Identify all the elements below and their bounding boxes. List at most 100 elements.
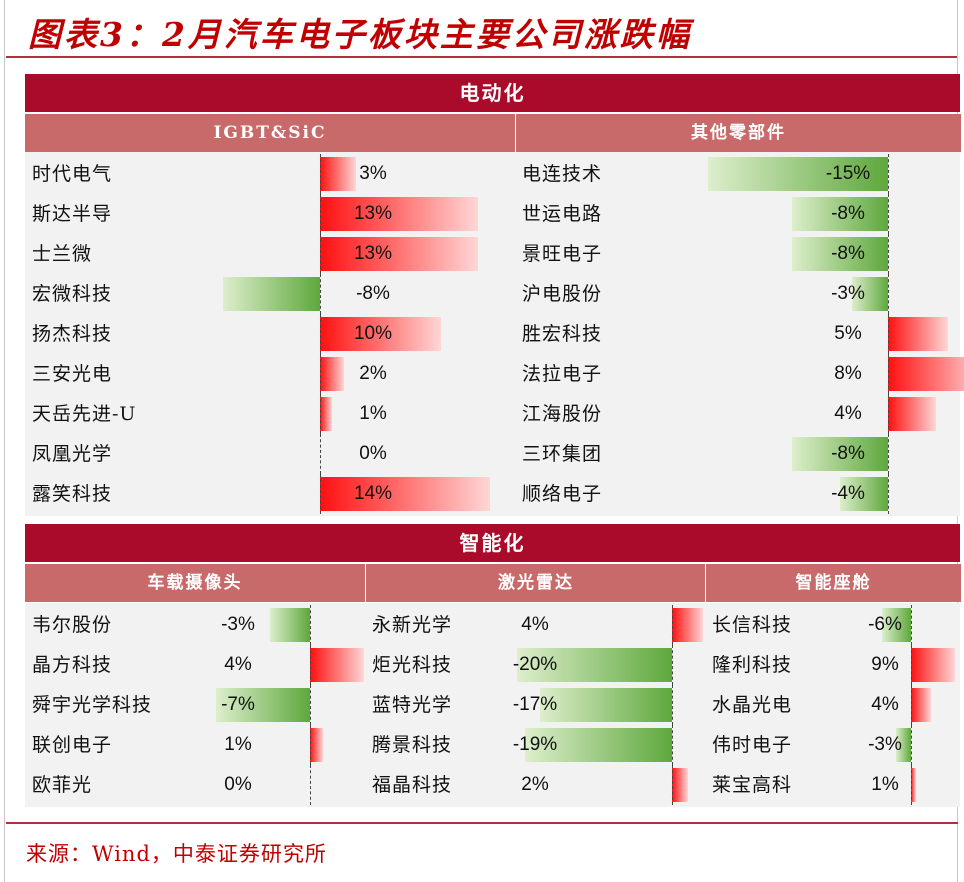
company-name: 胜宏科技 [522, 323, 603, 345]
title-rule [6, 56, 958, 58]
table-row: 晶方科技 4% [25, 645, 365, 685]
company-name: 水晶光电 [712, 694, 793, 716]
axis-line [320, 154, 321, 194]
company-name: 隆利科技 [712, 654, 793, 676]
bar-景旺电子 [792, 237, 888, 271]
axis-line [672, 685, 673, 725]
table-row: 顺络电子 -4% [515, 474, 960, 514]
table-row: 长信科技 -6% [705, 605, 960, 645]
bar-长信科技 [881, 608, 911, 642]
value-label: 1% [224, 734, 252, 755]
table-row: 莱宝高科 1% [705, 765, 960, 805]
section-header-2: 智能化 [25, 524, 960, 562]
subheader-1: IGBT&SiC [25, 114, 515, 152]
table-row: 世运电路 -8% [515, 194, 960, 234]
table-row: 扬杰科技 10% [25, 314, 515, 354]
value-label: 10% [353, 323, 393, 344]
company-name: 永新光学 [372, 614, 453, 636]
bar-顺络电子 [840, 477, 888, 511]
bar-莱宝高科 [911, 768, 916, 802]
company-name: 三安光电 [32, 363, 113, 385]
company-name: 士兰微 [32, 243, 93, 265]
company-name: 露笑科技 [32, 483, 113, 505]
value-label: -4% [831, 483, 865, 504]
table-row: 联创电子 1% [25, 725, 365, 765]
company-name: 长信科技 [712, 614, 793, 636]
axis-line [310, 645, 311, 685]
axis-line [320, 314, 321, 354]
value-label: 0% [359, 443, 387, 464]
table-row: 福晶科技 2% [365, 765, 705, 805]
table-row: 露笑科技 14% [25, 474, 515, 514]
axis-line [888, 194, 889, 234]
value-label: 2% [521, 774, 549, 795]
value-label: 3% [359, 163, 387, 184]
axis-line [888, 154, 889, 194]
axis-line [320, 234, 321, 274]
value-label: 4% [871, 694, 899, 715]
company-name: 晶方科技 [32, 654, 113, 676]
axis-line [320, 394, 321, 434]
axis-line [888, 354, 889, 394]
axis-line [672, 765, 673, 805]
table-row: 天岳先进-U 1% [25, 394, 515, 434]
value-label: -6% [868, 614, 902, 635]
bar-沪电股份 [852, 277, 888, 311]
bar-天岳先进-U [320, 397, 333, 431]
table-row: 韦尔股份 -3% [25, 605, 365, 645]
table-row: 腾景科技 -19% [365, 725, 705, 765]
company-name: 沪电股份 [522, 283, 603, 305]
table-row: 永新光学 4% [365, 605, 705, 645]
value-label: 8% [834, 363, 862, 384]
value-label: 5% [834, 323, 862, 344]
company-name: 法拉电子 [522, 363, 603, 385]
bar-时代电气 [320, 157, 357, 191]
bar-士兰微 [320, 237, 478, 271]
bar-斯达半导 [320, 197, 478, 231]
table-row: 三环集团 -8% [515, 434, 960, 474]
value-label: 0% [224, 774, 252, 795]
left-page-border [4, 0, 5, 882]
subheader-3: 车载摄像头 [25, 564, 365, 602]
bar-隆利科技 [911, 648, 955, 682]
bar-电连技术 [708, 157, 888, 191]
bar-蓝特光学 [540, 688, 672, 722]
bar-胜宏科技 [888, 317, 948, 351]
axis-line [310, 765, 311, 805]
axis-line [310, 725, 311, 765]
axis-line [911, 645, 912, 685]
company-name: 天岳先进-U [32, 403, 137, 425]
value-label: 13% [353, 203, 393, 224]
table-row: 舜宇光学科技 -7% [25, 685, 365, 725]
bar-炬光科技 [517, 648, 672, 682]
subheader-4: 激光雷达 [365, 564, 706, 602]
value-label: -19% [512, 734, 558, 755]
bar-法拉电子 [888, 357, 964, 391]
figure-title: 图表3：2月汽车电子板块主要公司涨跌幅 [28, 15, 692, 54]
bar-扬杰科技 [320, 317, 442, 351]
bar-伟时电子 [896, 728, 911, 762]
table-row: 士兰微 13% [25, 234, 515, 274]
axis-line [888, 474, 889, 514]
table-row: 欧菲光 0% [25, 765, 365, 805]
company-name: 时代电气 [32, 163, 113, 185]
company-name: 福晶科技 [372, 774, 453, 796]
company-name: 扬杰科技 [32, 323, 113, 345]
table-row: 沪电股份 -3% [515, 274, 960, 314]
bar-三安光电 [320, 357, 345, 391]
axis-line [320, 474, 321, 514]
axis-line [672, 605, 673, 645]
axis-line [888, 234, 889, 274]
company-name: 景旺电子 [522, 243, 603, 265]
bar-腾景科技 [524, 728, 672, 762]
bar-宏微科技 [222, 277, 320, 311]
table-row: 江海股份 4% [515, 394, 960, 434]
axis-line [672, 645, 673, 685]
company-name: 斯达半导 [32, 203, 113, 225]
axis-line [911, 765, 912, 805]
value-label: 1% [359, 403, 387, 424]
value-label: -8% [831, 243, 865, 264]
table-row: 凤凰光学 0% [25, 434, 515, 474]
company-name: 腾景科技 [372, 734, 453, 756]
bar-露笑科技 [320, 477, 490, 511]
